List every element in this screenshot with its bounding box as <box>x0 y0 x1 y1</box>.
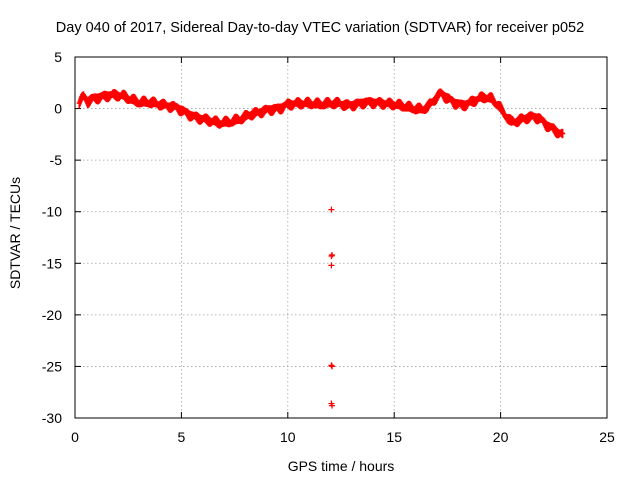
chart-title: Day 040 of 2017, Sidereal Day-to-day VTE… <box>55 20 585 36</box>
x-tick-label: 10 <box>280 429 296 445</box>
x-tick-label: 5 <box>178 429 186 445</box>
x-tick-label: 0 <box>71 429 79 445</box>
grid <box>75 57 607 418</box>
outlier-point <box>328 206 335 213</box>
x-tick-label: 15 <box>386 429 402 445</box>
y-tick-label: -15 <box>42 255 62 271</box>
y-tick-label: -25 <box>42 358 62 374</box>
y-axis-label: SDTVAR / TECUs <box>7 176 23 290</box>
y-tick-label: -10 <box>42 204 62 220</box>
x-tick-label: 20 <box>493 429 509 445</box>
x-axis-label: GPS time / hours <box>287 458 395 474</box>
outlier-point <box>328 253 335 260</box>
outlier-point <box>329 363 336 370</box>
y-tick-label: 5 <box>54 49 62 65</box>
outlier-point <box>329 402 336 409</box>
y-tick-label: -20 <box>42 307 62 323</box>
plot-border <box>74 56 608 419</box>
data-points <box>76 88 566 409</box>
data-point <box>560 128 566 139</box>
outlier-point <box>328 362 335 369</box>
outlier-point <box>328 262 335 269</box>
axis-ticks: 0 5 10 15 20 25 5 0 -5 -10 -15 -20 -25 -30 <box>42 49 615 445</box>
x-tick-label: 25 <box>599 429 615 445</box>
y-tick-label: 0 <box>54 101 62 117</box>
outlier-point <box>329 252 336 259</box>
y-tick-label: -5 <box>50 152 63 168</box>
y-tick-label: -30 <box>42 410 62 426</box>
